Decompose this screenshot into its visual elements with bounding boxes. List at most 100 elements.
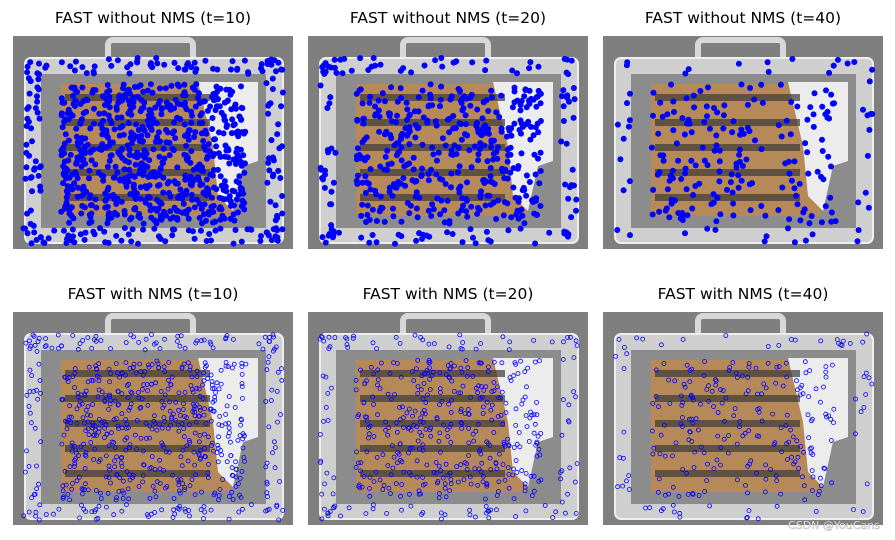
keypoint xyxy=(227,91,234,98)
keypoint xyxy=(682,230,689,237)
keypoint xyxy=(489,417,495,423)
keypoint xyxy=(398,144,405,151)
keypoint xyxy=(825,153,832,160)
keypoint xyxy=(182,66,189,73)
keypoint xyxy=(416,491,422,497)
keypoint xyxy=(534,155,541,162)
keypoint xyxy=(326,346,332,352)
keypoint xyxy=(177,343,183,349)
keypoint xyxy=(657,451,663,457)
panel-image xyxy=(13,312,293,525)
keypoint xyxy=(392,392,397,397)
keypoint xyxy=(755,516,761,522)
keypoint xyxy=(487,455,493,461)
keypoint xyxy=(499,389,505,395)
keypoint xyxy=(85,335,91,341)
keypoint xyxy=(189,477,195,483)
keypoint xyxy=(444,197,451,204)
keypoint xyxy=(153,220,160,227)
keypoint xyxy=(458,406,464,412)
keypoint xyxy=(227,215,234,222)
keypoint xyxy=(690,395,695,401)
keypoint xyxy=(567,334,573,340)
keypoint xyxy=(527,59,534,66)
keypoint xyxy=(209,219,216,226)
keypoint xyxy=(458,409,464,415)
keypoint xyxy=(559,432,565,438)
keypoint xyxy=(94,373,100,379)
keypoint xyxy=(165,386,171,392)
keypoint xyxy=(322,239,329,246)
keypoint xyxy=(804,116,811,123)
keypoint xyxy=(60,163,67,170)
keypoint xyxy=(716,147,723,154)
keypoint xyxy=(96,110,103,117)
keypoint xyxy=(139,167,146,174)
keypoint xyxy=(326,230,333,237)
keypoint xyxy=(507,151,514,158)
keypoint xyxy=(468,164,475,171)
keypoint xyxy=(374,346,379,351)
keypoint xyxy=(228,453,234,459)
keypoint xyxy=(235,481,241,487)
keypoint xyxy=(371,402,376,407)
keypoint xyxy=(227,198,234,205)
keypoint xyxy=(691,397,696,403)
keypoint xyxy=(154,134,161,141)
keypoint xyxy=(813,509,819,514)
keypoint xyxy=(425,207,432,214)
keypoint xyxy=(202,217,209,224)
keypoint xyxy=(72,461,78,467)
keypoint xyxy=(499,360,505,366)
keypoint xyxy=(146,121,153,128)
keypoint xyxy=(817,399,823,405)
keypoint xyxy=(213,88,220,95)
keypoint xyxy=(327,94,334,101)
keypoint xyxy=(718,462,723,468)
keypoint xyxy=(171,128,178,135)
keypoint xyxy=(92,161,99,168)
keypoint xyxy=(220,130,227,137)
keypoint xyxy=(139,160,146,167)
keypoint xyxy=(625,123,632,130)
keypoint xyxy=(844,60,851,67)
keypoint xyxy=(464,461,470,467)
keypoint xyxy=(147,81,154,88)
keypoint xyxy=(803,370,809,376)
keypoint xyxy=(149,454,155,460)
keypoint xyxy=(445,434,451,439)
keypoint xyxy=(469,234,476,241)
keypoint xyxy=(531,488,537,494)
keypoint xyxy=(493,215,500,222)
keypoint xyxy=(481,388,487,393)
keypoint xyxy=(855,227,862,234)
keypoint xyxy=(375,367,381,373)
keypoint xyxy=(185,136,192,143)
panel-title: FAST without NMS (t=10) xyxy=(55,9,251,27)
keypoint xyxy=(375,412,380,418)
keypoint xyxy=(171,204,178,211)
keypoint xyxy=(327,201,334,208)
keypoint xyxy=(673,440,679,446)
keypoint xyxy=(366,435,371,441)
keypoint xyxy=(203,130,210,137)
keypoint xyxy=(79,502,84,508)
keypoint xyxy=(475,151,482,158)
keypoint xyxy=(200,382,206,388)
keypoint xyxy=(394,112,401,119)
component-row xyxy=(655,370,800,377)
keypoint xyxy=(258,61,265,68)
keypoint xyxy=(572,479,578,485)
keypoint xyxy=(163,449,169,455)
keypoint xyxy=(429,373,435,378)
keypoint xyxy=(328,188,335,195)
keypoint xyxy=(233,467,239,472)
keypoint xyxy=(103,422,109,427)
keypoint xyxy=(112,464,117,470)
keypoint xyxy=(436,463,442,469)
keypoint xyxy=(620,483,626,489)
keypoint xyxy=(374,454,380,460)
keypoint xyxy=(512,360,518,365)
keypoint xyxy=(240,152,247,159)
keypoint xyxy=(201,201,208,208)
